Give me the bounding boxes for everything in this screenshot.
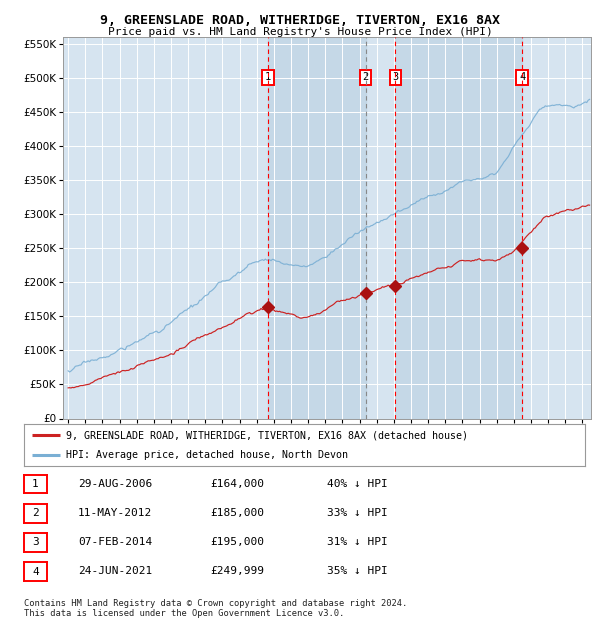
Text: 3: 3	[32, 538, 39, 547]
Text: 07-FEB-2014: 07-FEB-2014	[78, 537, 152, 547]
Text: This data is licensed under the Open Government Licence v3.0.: This data is licensed under the Open Gov…	[24, 608, 344, 618]
Text: £249,999: £249,999	[210, 566, 264, 576]
Text: 31% ↓ HPI: 31% ↓ HPI	[327, 537, 388, 547]
Bar	[268, 37, 366, 418]
Text: 4: 4	[32, 567, 39, 577]
Bar	[395, 37, 522, 418]
Text: 9, GREENSLADE ROAD, WITHERIDGE, TIVERTON, EX16 8AX: 9, GREENSLADE ROAD, WITHERIDGE, TIVERTON…	[100, 14, 500, 27]
Text: 35% ↓ HPI: 35% ↓ HPI	[327, 566, 388, 576]
Text: 33% ↓ HPI: 33% ↓ HPI	[327, 508, 388, 518]
Text: 9, GREENSLADE ROAD, WITHERIDGE, TIVERTON, EX16 8AX (detached house): 9, GREENSLADE ROAD, WITHERIDGE, TIVERTON…	[66, 430, 468, 440]
Text: 3: 3	[392, 73, 398, 82]
Text: Price paid vs. HM Land Registry's House Price Index (HPI): Price paid vs. HM Land Registry's House …	[107, 27, 493, 37]
Text: 1: 1	[32, 479, 39, 489]
Text: 2: 2	[362, 73, 369, 82]
Text: 2: 2	[32, 508, 39, 518]
Text: 11-MAY-2012: 11-MAY-2012	[78, 508, 152, 518]
Text: 24-JUN-2021: 24-JUN-2021	[78, 566, 152, 576]
Text: Contains HM Land Registry data © Crown copyright and database right 2024.: Contains HM Land Registry data © Crown c…	[24, 598, 407, 608]
Text: 29-AUG-2006: 29-AUG-2006	[78, 479, 152, 489]
Text: £164,000: £164,000	[210, 479, 264, 489]
Text: 4: 4	[519, 73, 525, 82]
Text: £195,000: £195,000	[210, 537, 264, 547]
Text: HPI: Average price, detached house, North Devon: HPI: Average price, detached house, Nort…	[66, 450, 348, 460]
Text: 40% ↓ HPI: 40% ↓ HPI	[327, 479, 388, 489]
Text: £185,000: £185,000	[210, 508, 264, 518]
Text: 1: 1	[265, 73, 271, 82]
